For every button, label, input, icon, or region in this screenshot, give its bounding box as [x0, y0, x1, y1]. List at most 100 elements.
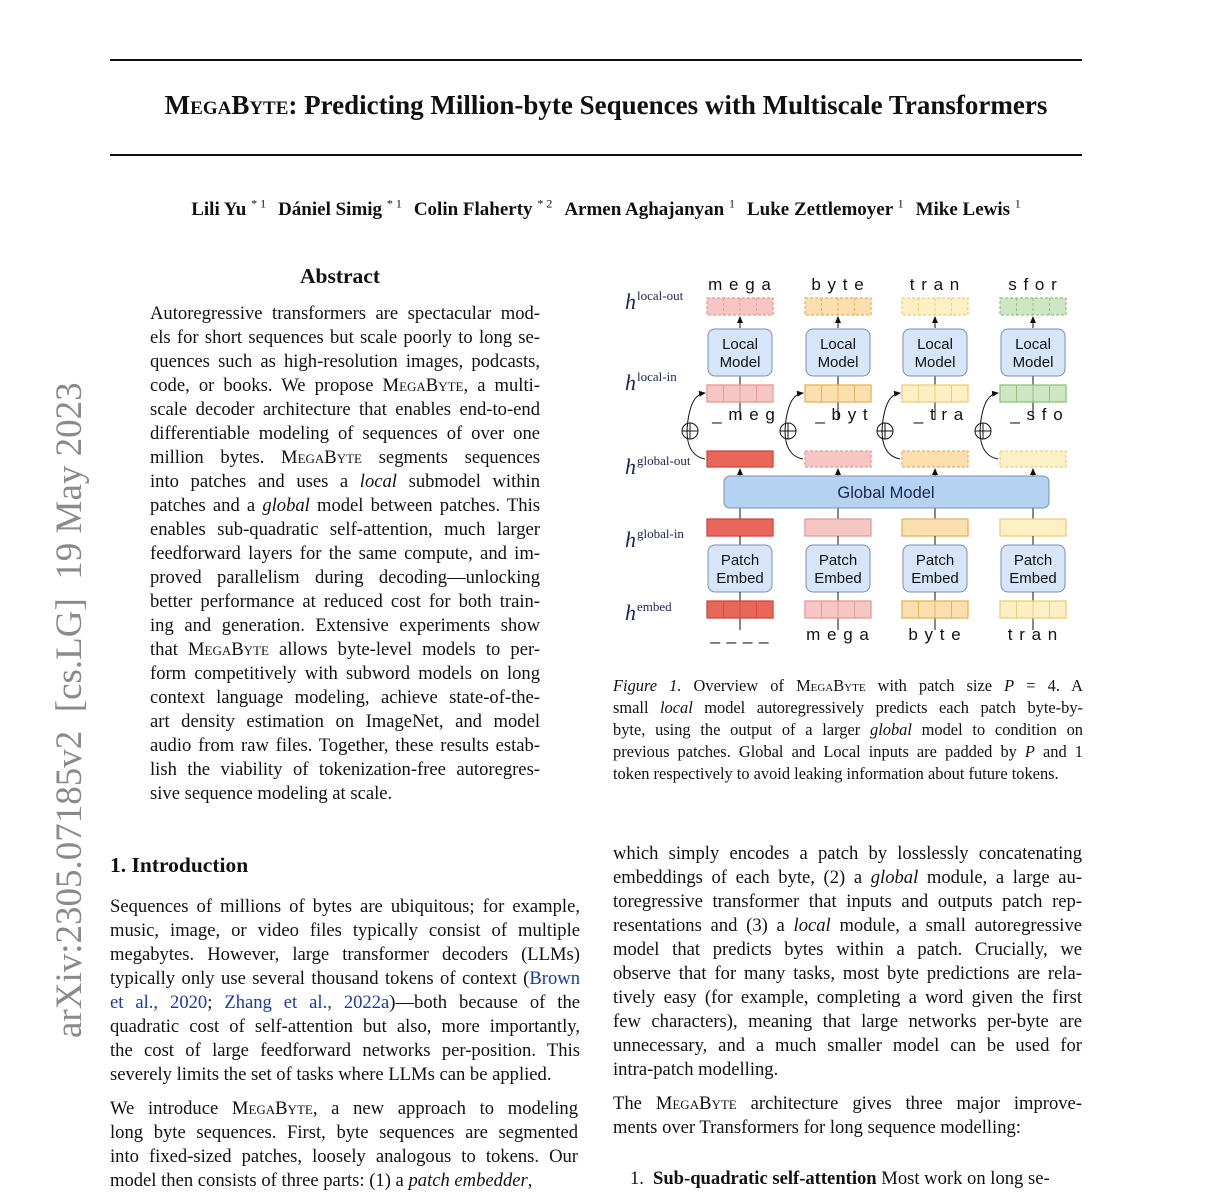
text-run: scale decoder architecture that enables … — [150, 399, 540, 420]
text-line: token respectively to avoid leaking info… — [613, 763, 1083, 785]
emphasis: global — [870, 867, 919, 888]
author-affiliation: 1 — [897, 197, 904, 211]
global-in-embedding — [804, 518, 872, 537]
text-line: better performance at reduced cost for b… — [150, 590, 540, 614]
intro-right-paragraph-1: which simply encodes a patch by lossless… — [613, 842, 1082, 1082]
intro-paragraph-1: Sequences of millions of bytes are ubiqu… — [110, 895, 580, 1087]
text-run: segments sequences — [361, 447, 540, 468]
text-run: )—both because of the — [389, 992, 580, 1013]
local-model-label: Model — [818, 354, 859, 371]
figure-caption: Figure 1. Overview of MegaByte with patc… — [613, 675, 1083, 785]
citation-link[interactable]: et al., 2020 — [110, 992, 208, 1013]
text-run: severely limits the set of tasks where L… — [110, 1064, 552, 1085]
text-run: into fixed-sized patches, loosely analog… — [110, 1146, 578, 1167]
global-out-embedding-rect — [706, 450, 774, 468]
text-run: million bytes. — [150, 447, 282, 468]
text-run: allows byte-level models to per- — [268, 639, 540, 660]
citation-link[interactable]: Zhang et al., 2022a — [224, 992, 390, 1013]
model-name: MegaByte — [382, 375, 464, 396]
citation-link[interactable]: Brown — [529, 968, 580, 989]
embed-embedding — [901, 600, 969, 619]
text-line: long byte sequences. First, byte sequenc… — [110, 1121, 578, 1145]
text-run: context language modeling, achieve state… — [150, 687, 540, 708]
text-line: typically only use several thousand toke… — [110, 967, 580, 991]
residual-arrow — [881, 390, 901, 460]
author-affiliation: 1 — [729, 197, 735, 211]
text-line: proved parallelism during decoding—unloc… — [150, 566, 540, 590]
list-item: 1. Sub-quadratic self-attention Most work… — [630, 1167, 1082, 1191]
intro-paragraph-2: We introduce MegaByte, a new approach to… — [110, 1097, 578, 1193]
text-run: Sequences of millions of bytes are ubiqu… — [110, 896, 580, 917]
text-run: resentations and (3) a — [613, 915, 794, 936]
global-out-embedding — [706, 450, 774, 468]
text-line: enables sub-quadratic self-attention, mu… — [150, 518, 540, 542]
text-run: Autoregressive transformers are spectacu… — [150, 303, 540, 324]
text-line: few characters), meaning that large netw… — [613, 1010, 1082, 1034]
text-line: quadratic cost of self-attention but als… — [110, 1015, 580, 1039]
text-line: code, or books. We propose MegaByte, a m… — [150, 374, 540, 398]
author-affiliation: * 1 — [251, 197, 267, 211]
text-line: into fixed-sized patches, loosely analog… — [110, 1145, 578, 1169]
h-symbol: h — [625, 527, 636, 552]
text-run: form competitively with subword models o… — [150, 663, 540, 684]
emphasis: Figure 1. — [613, 676, 682, 695]
text-run: ments over Transformers for long sequenc… — [613, 1117, 1021, 1138]
model-name: MegaByte — [796, 676, 866, 695]
patch-embed-label: Embed — [814, 570, 862, 587]
emphasis: local — [359, 471, 397, 492]
residual-arrow — [979, 390, 999, 460]
text-line: sive sequence modeling at scale. — [150, 782, 540, 806]
local-out-embedding — [706, 297, 774, 316]
text-line: scale decoder architecture that enables … — [150, 398, 540, 422]
text-run: typically only use several thousand toke… — [110, 968, 530, 989]
text-line: small local model autoregressively predi… — [613, 697, 1083, 719]
text-line: ments over Transformers for long sequenc… — [613, 1116, 1082, 1140]
text-line: model then consists of three parts: (1) … — [110, 1169, 578, 1193]
row-label-embed: hembed — [625, 599, 672, 625]
text-run: patches and a — [150, 495, 263, 516]
text-run: better performance at reduced cost for b… — [150, 591, 540, 612]
list-label: Sub-quadratic self-attention — [653, 1168, 877, 1189]
section-heading-introduction: 1. Introduction — [110, 853, 249, 877]
text-run: model then consists of three parts: (1) … — [110, 1170, 409, 1191]
bottom-title-rule — [110, 154, 1082, 156]
text-run: module, a small autoregressive — [830, 915, 1082, 936]
text-run: , — [527, 1170, 533, 1191]
author-name: Dániel Simig — [278, 199, 383, 221]
global-in-embedding — [999, 518, 1067, 537]
text-line: Sequences of millions of bytes are ubiqu… — [110, 895, 580, 919]
text-line: tively easy (for example, completing a w… — [613, 986, 1082, 1010]
figure-1-diagram: hlocal-outhlocal-inhglobal-outhglobal-in… — [625, 275, 1067, 644]
author: Colin Flaherty * 2 — [414, 197, 553, 220]
emphasis: local — [793, 915, 831, 936]
local-out-embedding — [901, 297, 969, 316]
input-bytes: t r a n — [1008, 625, 1058, 644]
residual-arrow — [784, 390, 804, 460]
author-name: Mike Lewis — [915, 199, 1011, 221]
global-in-embedding-rect — [804, 518, 872, 537]
local-in-embedding — [706, 384, 774, 403]
text-run: token respectively to avoid leaking info… — [613, 764, 1059, 783]
text-run: with patch size — [865, 676, 1005, 695]
global-model-label: Global Model — [837, 484, 934, 502]
text-run: proved parallelism during decoding—unloc… — [150, 567, 540, 588]
text-line: differentiable modeling of sequences of … — [150, 422, 540, 446]
text-line: toregressive transformer that inputs and… — [613, 890, 1082, 914]
local-in-embedding — [804, 384, 872, 403]
global-out-embedding — [804, 450, 872, 468]
text-run: ing and generation. Extensive experiment… — [150, 615, 540, 636]
text-line: audio from raw files. Together, these re… — [150, 734, 540, 758]
text-run: previous patches. Global and Local input… — [613, 742, 1025, 761]
local-input-bytes: _ t r a — [913, 405, 964, 424]
text-run: Overview of — [681, 676, 797, 695]
input-bytes: b y t e — [908, 625, 961, 644]
text-line: unnecessary, and a much smaller model ca… — [613, 1034, 1082, 1058]
row-label-superscript: global-out — [637, 453, 691, 468]
text-run: quadratic cost of self-attention but als… — [110, 1016, 580, 1037]
residual-arrow — [686, 390, 706, 460]
text-line: The MegaByte architecture gives three ma… — [613, 1092, 1082, 1116]
text-run: embeddings of each byte, (2) a — [613, 867, 871, 888]
text-run: that — [150, 639, 188, 660]
paper-title: MegaByte: Predicting Million-byte Sequen… — [0, 90, 1212, 121]
h-symbol: h — [625, 600, 636, 625]
